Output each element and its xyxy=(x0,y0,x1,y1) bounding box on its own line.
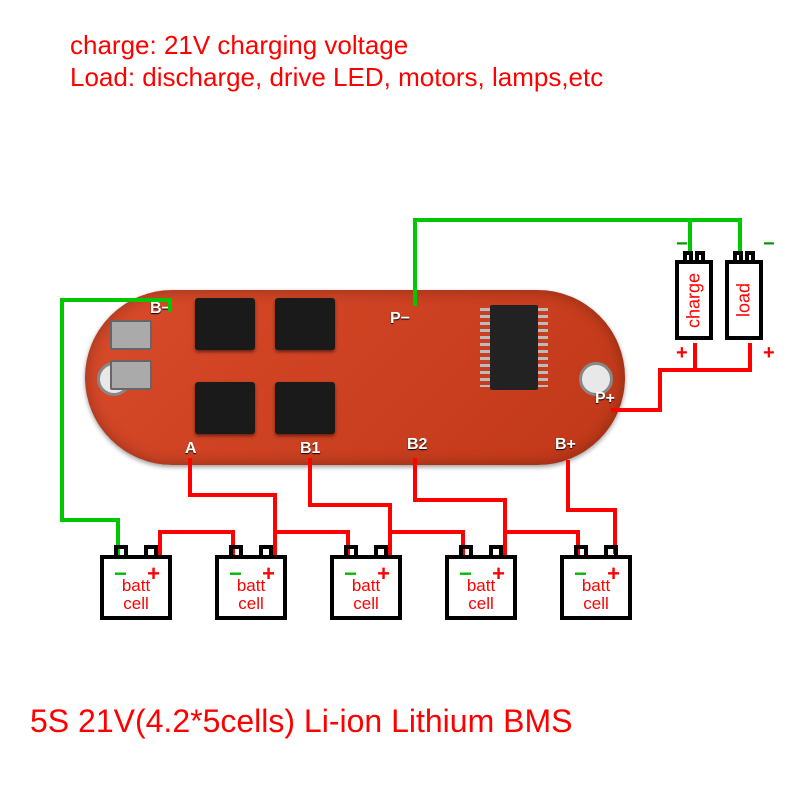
pad-label-bminus: B− xyxy=(150,300,171,318)
battery-cell-1: − + battcell xyxy=(100,555,172,620)
pad-label-a: A xyxy=(185,440,197,458)
mosfet-icon xyxy=(275,298,335,350)
mosfet-icon xyxy=(275,382,335,434)
minus-icon: − xyxy=(676,233,688,256)
battery-cell-4: − + battcell xyxy=(445,555,517,620)
battery-cell-2: − + battcell xyxy=(215,555,287,620)
battery-cell-3: − + battcell xyxy=(330,555,402,620)
charge-label: charge xyxy=(679,264,709,336)
load-label: load xyxy=(729,264,759,336)
plus-icon: + xyxy=(676,342,688,365)
mosfet-icon xyxy=(195,382,255,434)
smd-resistor-icon xyxy=(110,360,152,390)
mosfet-icon xyxy=(195,298,255,350)
cell-label: battcell xyxy=(564,577,628,613)
pad-label-bplus: B+ xyxy=(555,436,576,454)
cell-label: battcell xyxy=(334,577,398,613)
controller-chip-icon xyxy=(490,305,538,390)
pad-label-pminus: P− xyxy=(390,310,410,328)
cell-label: battcell xyxy=(104,577,168,613)
pad-label-b2: B2 xyxy=(407,436,427,454)
header-load-text: Load: discharge, drive LED, motors, lamp… xyxy=(70,62,603,93)
header-charge-text: charge: 21V charging voltage xyxy=(70,30,408,61)
smd-resistor-icon xyxy=(110,320,152,350)
pad-label-pplus: P+ xyxy=(595,390,615,408)
battery-cell-5: − + battcell xyxy=(560,555,632,620)
load-port: load xyxy=(725,260,763,340)
plus-icon: + xyxy=(763,342,775,365)
charge-port: charge xyxy=(675,260,713,340)
minus-icon: − xyxy=(763,233,775,256)
footer-title: 5S 21V(4.2*5cells) Li-ion Lithium BMS xyxy=(30,703,572,740)
pad-label-b1: B1 xyxy=(300,440,320,458)
cell-label: battcell xyxy=(219,577,283,613)
cell-label: battcell xyxy=(449,577,513,613)
